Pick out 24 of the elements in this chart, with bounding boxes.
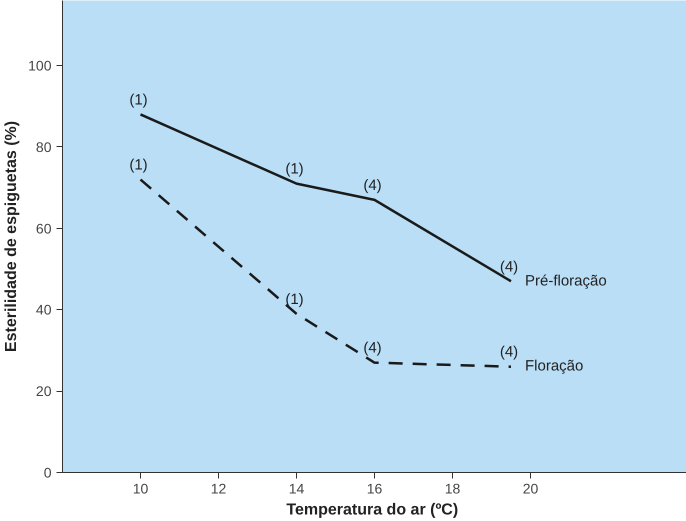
annotation: (1) <box>285 160 304 178</box>
y-tick-label: 60 <box>36 220 52 236</box>
x-axis-title: Temperatura do ar (ºC) <box>286 502 458 518</box>
x-tick-label: 12 <box>210 480 226 496</box>
annotation: (4) <box>363 176 382 194</box>
y-tick-label: 40 <box>36 302 52 318</box>
annotation: (1) <box>129 156 148 174</box>
y-tick-label: 0 <box>44 464 52 480</box>
annotation: (4) <box>500 258 518 276</box>
x-tick-label: 16 <box>366 480 382 496</box>
series-label: Pré-floração <box>525 272 607 290</box>
y-axis-title: Esterilidade de espiguetas (%) <box>3 120 20 352</box>
y-tick-label: 100 <box>28 58 52 74</box>
series-label: Floração <box>525 358 584 375</box>
annotation: (1) <box>129 91 148 108</box>
y-tick-label: 80 <box>36 138 52 155</box>
x-tick-label: 10 <box>132 480 148 496</box>
x-tick-label: 14 <box>288 480 304 496</box>
annotation: (1) <box>285 290 304 308</box>
y-tick-label: 20 <box>36 383 52 400</box>
annotation: (4) <box>363 340 382 357</box>
annotation: (4) <box>500 344 518 361</box>
x-tick-label: 18 <box>444 480 460 496</box>
x-tick-label: 20 <box>522 480 538 496</box>
